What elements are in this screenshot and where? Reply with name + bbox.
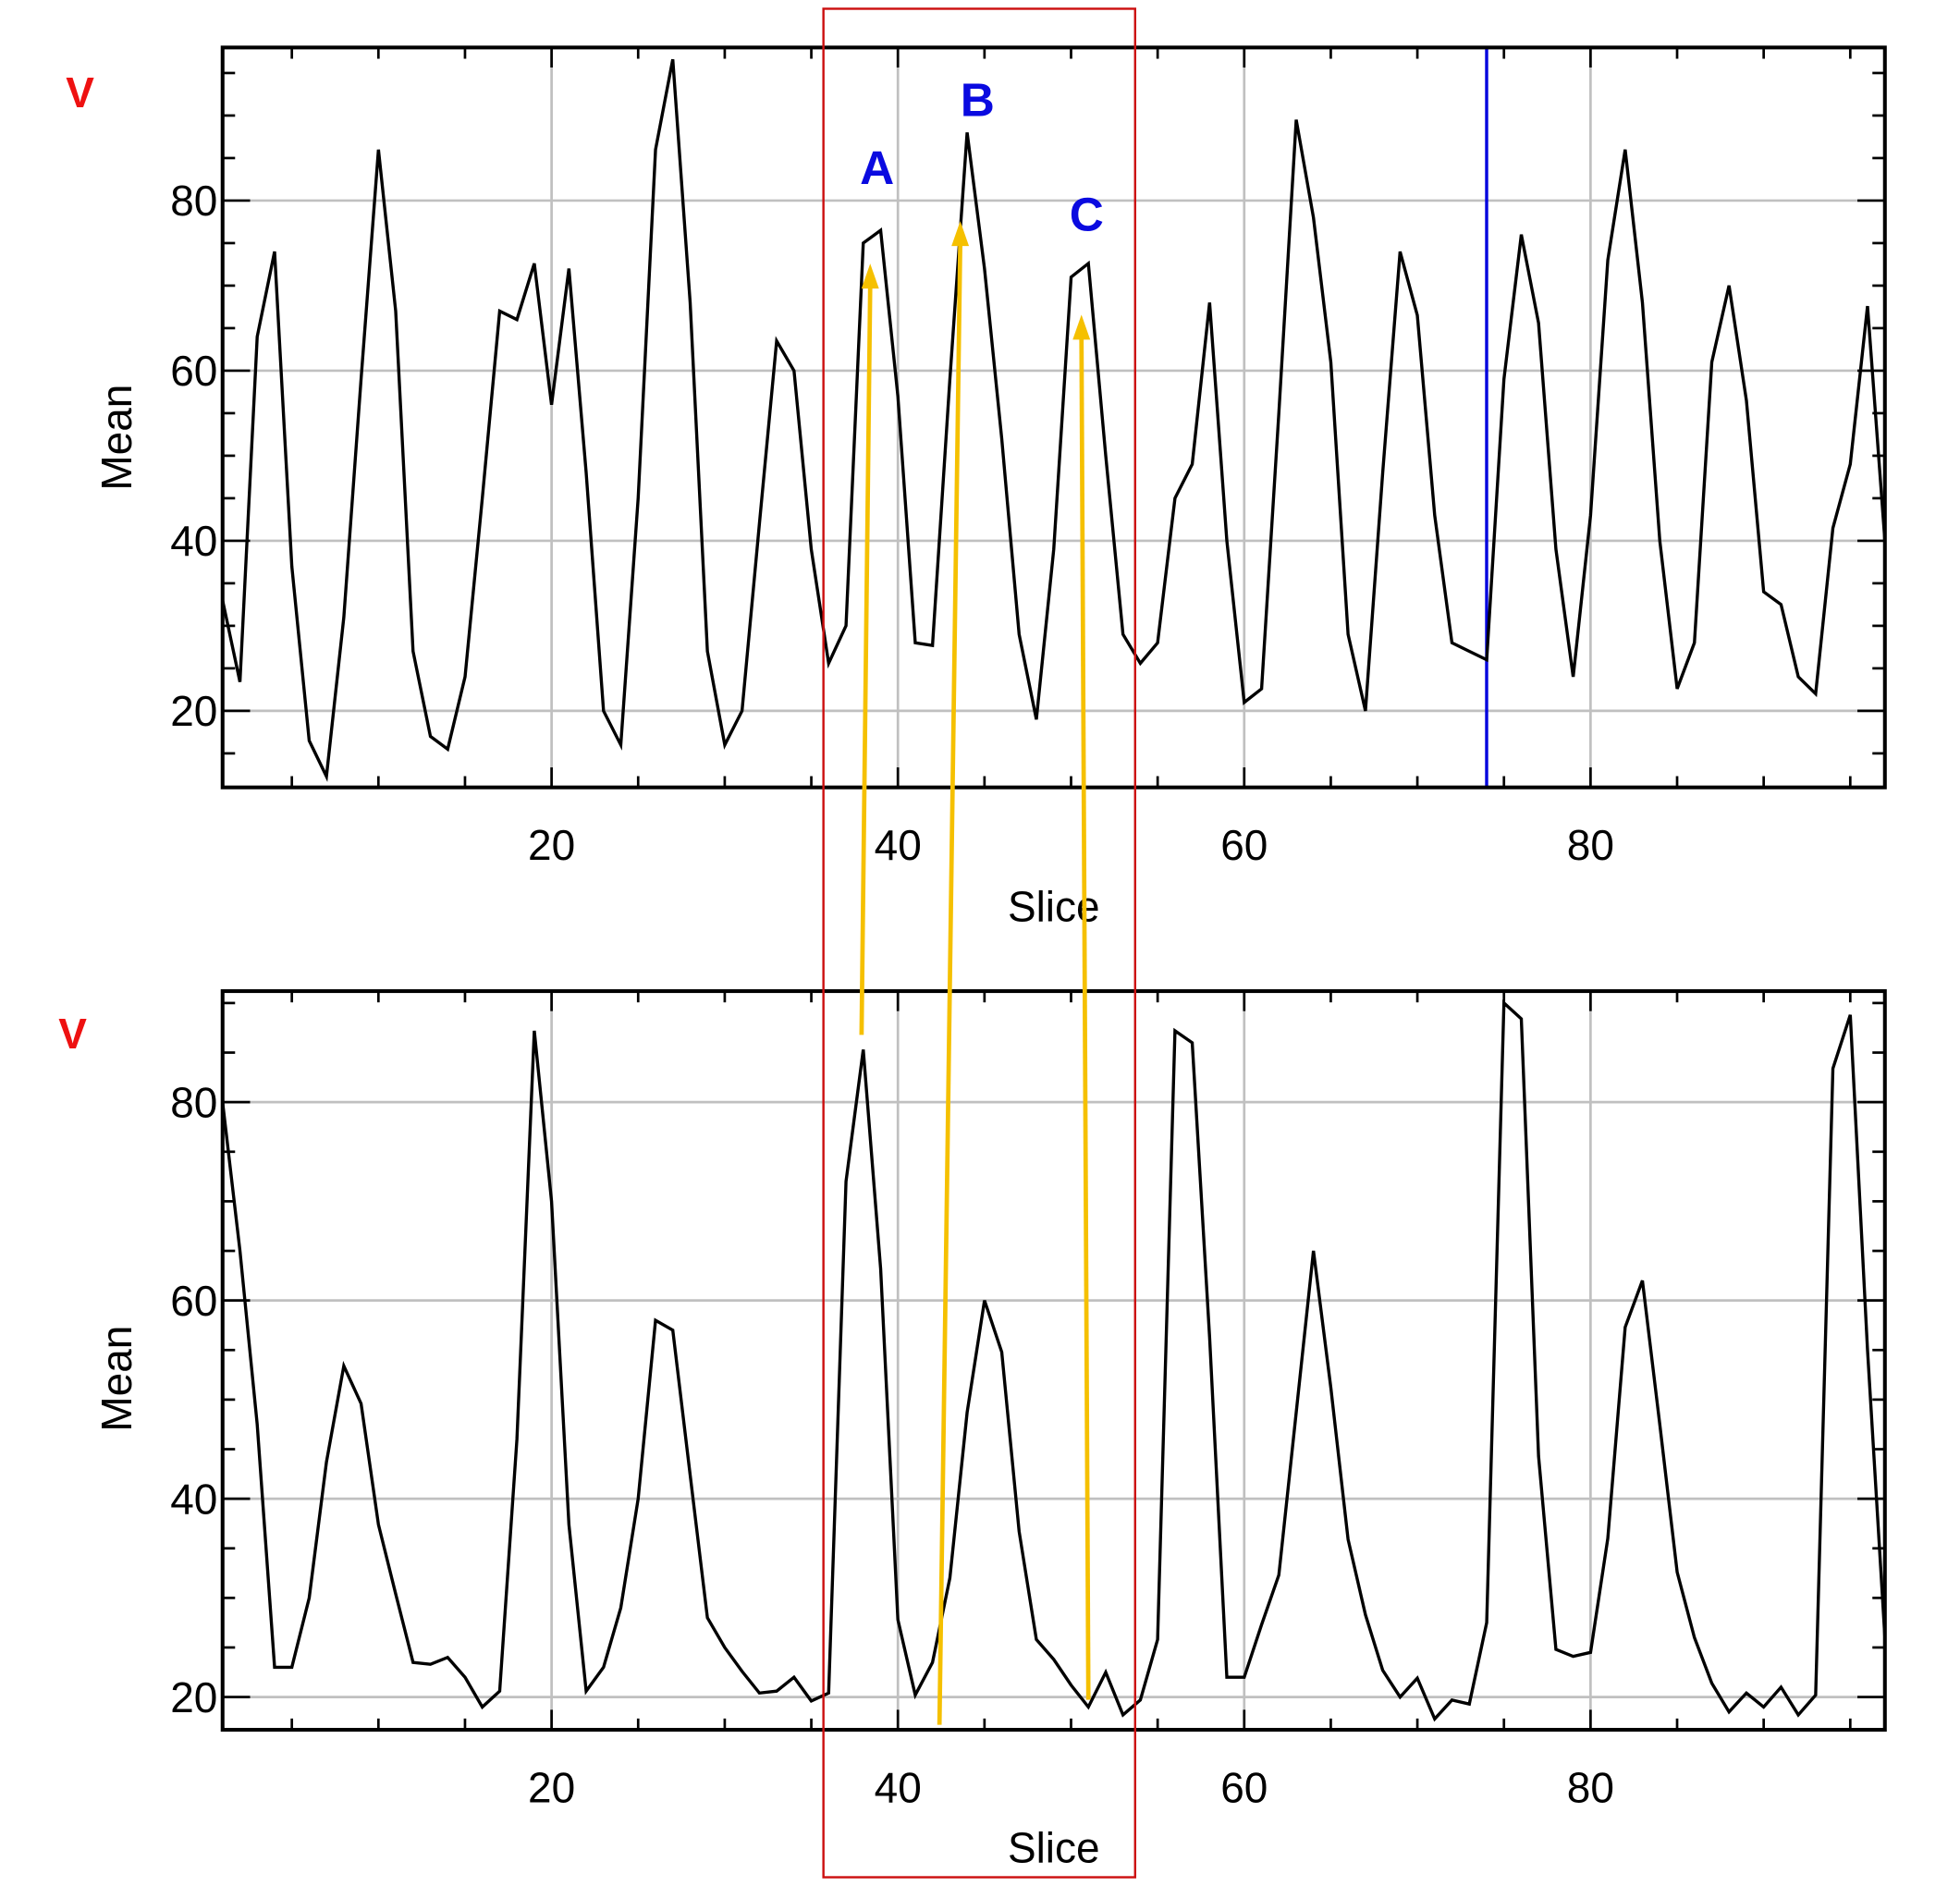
x-tick-label: 20 xyxy=(528,821,575,869)
x-tick-label: 40 xyxy=(875,1763,922,1811)
x-tick-label: 40 xyxy=(875,821,922,869)
highlight-region-box xyxy=(822,7,1137,1879)
plot-frame xyxy=(220,989,1887,1733)
link-arrow xyxy=(859,263,879,1035)
x-tick-label: 80 xyxy=(1567,821,1614,869)
y-tick-label: 80 xyxy=(170,1078,217,1126)
y-axis-label: Mean xyxy=(92,1326,141,1432)
series-line xyxy=(221,999,1887,1722)
y-tick-label: 20 xyxy=(170,687,217,735)
x-tick-label: 60 xyxy=(1220,1763,1268,1811)
arrow-head-icon xyxy=(951,221,970,247)
y-tick-label: 80 xyxy=(170,177,217,225)
panel-label: V xyxy=(66,68,94,116)
series-line xyxy=(221,58,1887,782)
y-tick-label: 20 xyxy=(170,1673,217,1721)
arrow-head-icon xyxy=(861,263,879,289)
link-arrow xyxy=(1072,314,1091,1700)
y-axis-label: Mean xyxy=(92,385,141,491)
y-tick-label: 60 xyxy=(170,1277,217,1325)
link-arrow xyxy=(937,221,970,1725)
x-tick-label: 20 xyxy=(528,1763,575,1811)
y-tick-label: 40 xyxy=(170,1475,217,1523)
x-tick-label: 80 xyxy=(1567,1763,1614,1811)
x-tick-label: 60 xyxy=(1220,821,1268,869)
arrow-head-icon xyxy=(1072,314,1091,340)
y-tick-label: 60 xyxy=(170,347,217,395)
panel-2: 20 40 60 80 20 40 60 80 Slice Mean V xyxy=(58,989,1887,1871)
arrow-shaft xyxy=(1079,337,1091,1700)
arrow-shaft xyxy=(859,286,873,1035)
annotation-label-b: B xyxy=(961,72,995,126)
panel-label: V xyxy=(58,1010,87,1058)
annotation-label-c: C xyxy=(1070,188,1104,241)
arrow-shaft xyxy=(937,243,962,1725)
annotation-label-a: A xyxy=(860,141,894,194)
y-tick-label: 40 xyxy=(170,517,217,565)
x-axis-label: Slice xyxy=(1008,1823,1100,1871)
plot-frame xyxy=(220,45,1887,790)
